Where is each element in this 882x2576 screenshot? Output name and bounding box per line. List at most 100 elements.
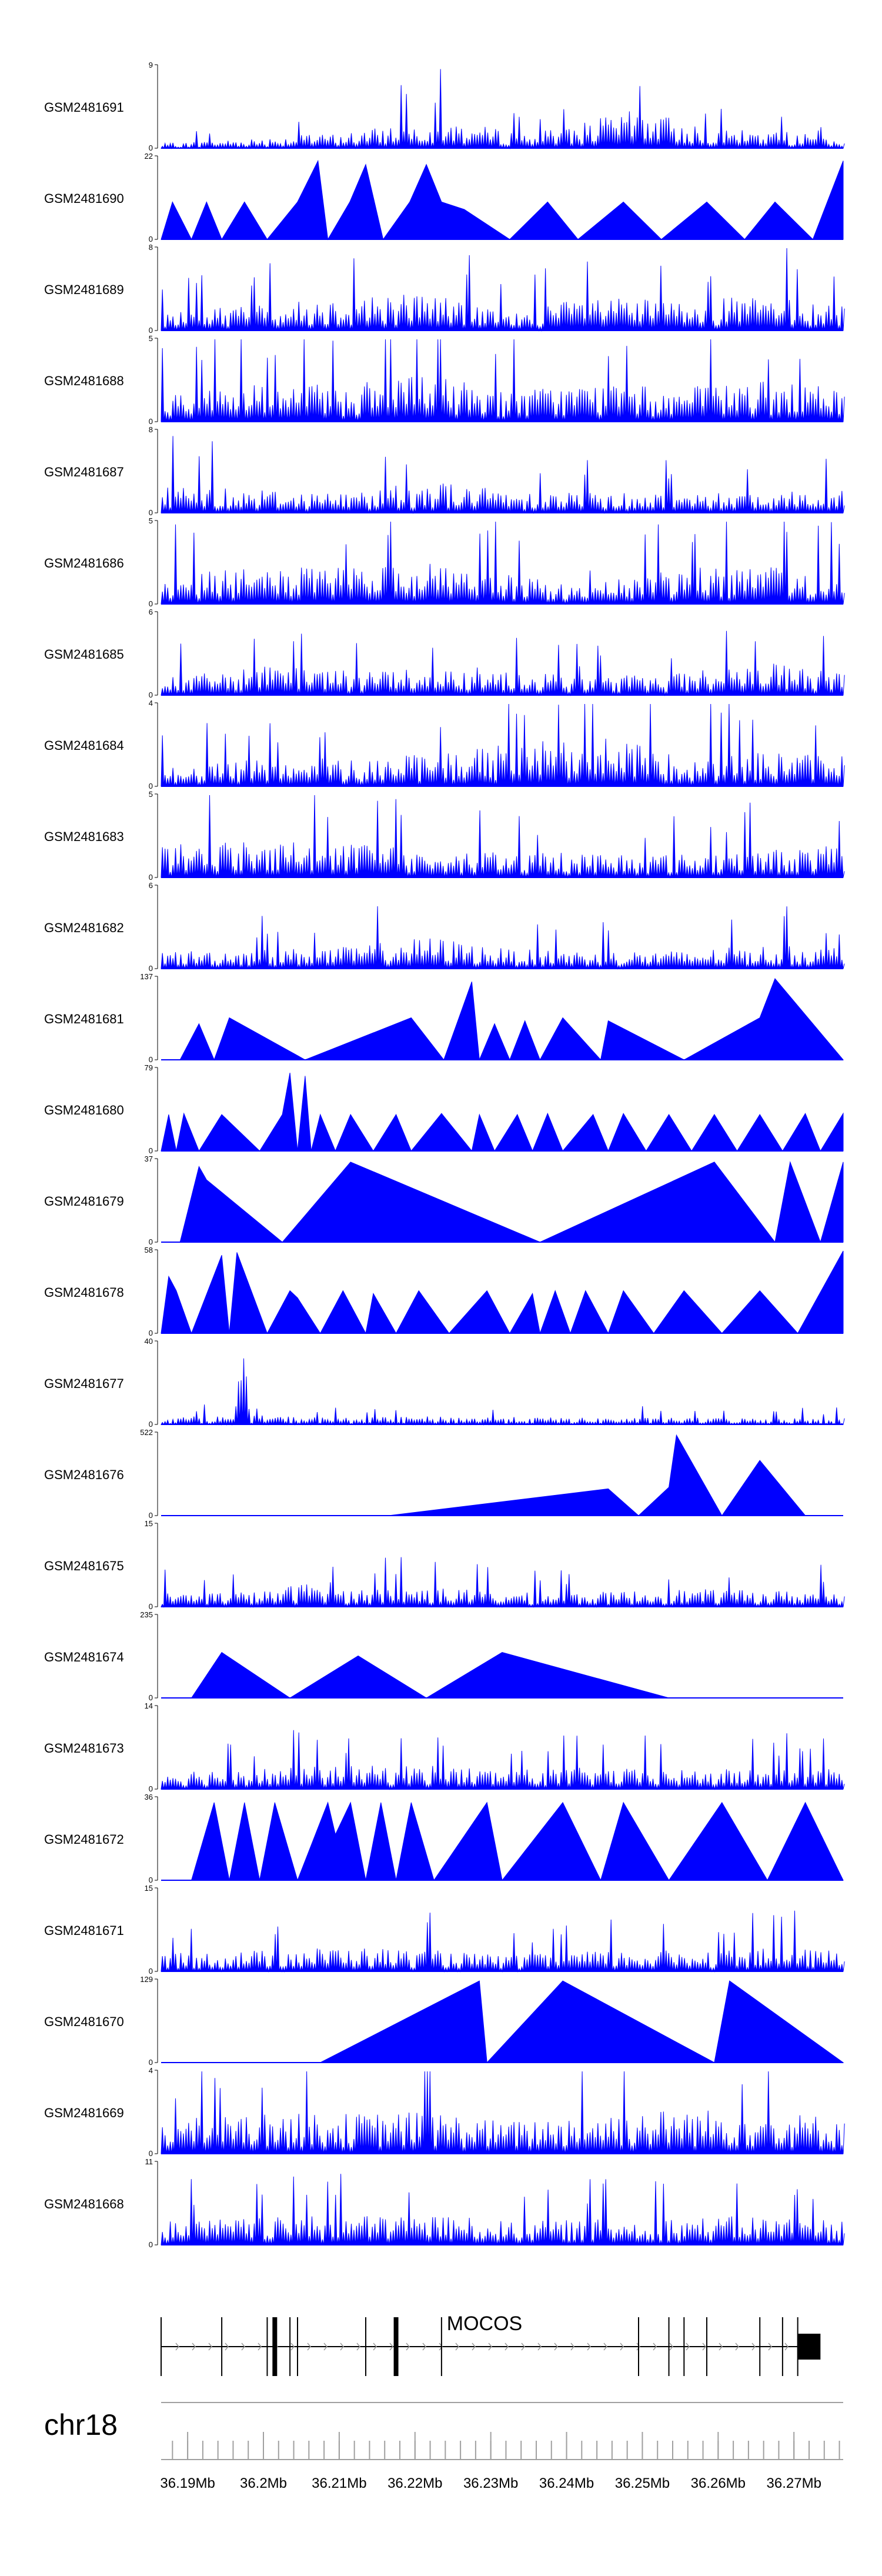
gene-model: [161, 2317, 821, 2376]
track-label: GSM2481677: [44, 1376, 124, 1391]
track-label: GSM2481687: [44, 465, 124, 479]
terminal-exon: [797, 2334, 821, 2360]
coverage-area: [161, 2071, 845, 2154]
strand-chevron: [488, 2343, 492, 2351]
strand-chevron: [751, 2343, 756, 2351]
y-tick-label-max: 11: [145, 2157, 153, 2166]
strand-chevron: [735, 2343, 739, 2351]
track-label: GSM2481689: [44, 282, 124, 297]
coverage-area: [161, 1160, 844, 1243]
coverage-area: [161, 339, 845, 422]
strand-chevron: [406, 2343, 410, 2351]
y-tick-label-max: 522: [140, 1428, 153, 1437]
strand-chevron: [636, 2343, 640, 2351]
coverage-area: [161, 69, 845, 149]
strand-chevron: [455, 2343, 459, 2351]
y-tick-label-max: 37: [145, 1154, 153, 1163]
y-tick-label-zero: 0: [149, 2240, 153, 2249]
exon: [440, 2317, 442, 2376]
track-label: GSM2481684: [44, 738, 124, 753]
coverage-area: [161, 1073, 844, 1152]
strand-chevron: [768, 2343, 772, 2351]
coverage-area: [161, 159, 844, 241]
track-GSM2481687: GSM2481687 8 0: [44, 425, 845, 517]
y-tick-label-zero: 0: [149, 1420, 153, 1429]
track-label: GSM2481676: [44, 1467, 124, 1482]
exon: [297, 2317, 298, 2376]
strand-chevron: [554, 2343, 558, 2351]
y-tick-label-max: 79: [145, 1063, 153, 1072]
y-tick-label-zero: 0: [149, 2149, 153, 2158]
track-label: GSM2481668: [44, 2197, 124, 2211]
y-tick-label-zero: 0: [149, 1146, 153, 1155]
y-tick-label-max: 5: [149, 516, 153, 525]
strand-chevron: [537, 2343, 542, 2351]
y-tick-label-zero: 0: [149, 2058, 153, 2067]
y-tick-label-max: 5: [149, 334, 153, 343]
y-tick-label-zero: 0: [149, 1967, 153, 1976]
track-label: GSM2481678: [44, 1285, 124, 1300]
y-tick-label-max: 9: [149, 61, 153, 69]
strand-chevron: [290, 2343, 295, 2351]
track-GSM2481677: GSM2481677 40 0: [44, 1337, 845, 1429]
track-GSM2481671: GSM2481671 15 0: [44, 1884, 845, 1976]
axis-tick-label: 36.2Mb: [240, 2475, 287, 2491]
track-GSM2481678: GSM2481678 58 0: [44, 1246, 844, 1337]
strand-chevron: [653, 2343, 657, 2351]
coverage-tracks: GSM248169190GSM2481690220GSM248168980GSM…: [44, 61, 845, 2249]
track-label: GSM2481680: [44, 1103, 124, 1117]
y-tick-label-zero: 0: [149, 1329, 153, 1337]
exon: [161, 2317, 162, 2376]
y-tick-label-zero: 0: [149, 599, 153, 608]
y-tick-label-max: 129: [140, 1975, 153, 1984]
strand-chevron: [587, 2343, 591, 2351]
track-label: GSM2481671: [44, 1923, 124, 1938]
strand-chevron: [175, 2343, 179, 2351]
y-tick-label-zero: 0: [149, 1237, 153, 1246]
track-GSM2481685: GSM2481685 6 0: [44, 608, 845, 699]
axis-tick-label: 36.19Mb: [160, 2475, 215, 2491]
track-GSM2481689: GSM2481689 8 0: [44, 243, 845, 335]
track-label: GSM2481681: [44, 1012, 124, 1026]
strand-chevron: [192, 2343, 196, 2351]
coverage-area: [161, 1434, 843, 1516]
track-label: GSM2481682: [44, 920, 124, 935]
track-label: GSM2481685: [44, 647, 124, 662]
track-GSM2481674: GSM2481674 235 0: [44, 1610, 843, 1702]
exon: [638, 2317, 639, 2376]
track-label: GSM2481688: [44, 373, 124, 388]
y-tick-label-max: 8: [149, 243, 153, 252]
strand-chevron: [323, 2343, 328, 2351]
track-GSM2481691: GSM2481691 9 0: [44, 61, 845, 152]
y-tick-label-max: 15: [145, 1519, 153, 1528]
track-GSM2481676: GSM2481676 522 0: [44, 1428, 843, 1520]
exon: [221, 2317, 223, 2376]
track-GSM2481679: GSM2481679 37 0: [44, 1154, 844, 1246]
track-GSM2481675: GSM2481675 15 0: [44, 1519, 845, 1611]
track-GSM2481682: GSM2481682 6 0: [44, 881, 845, 973]
strand-chevron: [570, 2343, 574, 2351]
axis-ticks: 36.19Mb 36.2Mb 36.21Mb 36.22Mb 36.23Mb 36.24M…: [160, 2432, 840, 2491]
strand-chevron: [686, 2343, 690, 2351]
y-tick-label-max: 14: [145, 1701, 153, 1710]
exon: [668, 2317, 670, 2376]
track-GSM2481681: GSM2481681 137 0: [44, 972, 844, 1064]
coverage-area: [161, 1250, 844, 1334]
coverage-area: [161, 703, 845, 787]
exon: [266, 2317, 268, 2376]
y-tick-label-zero: 0: [149, 508, 153, 517]
track-GSM2481690: GSM2481690 22 0: [44, 152, 844, 243]
track-label: GSM2481669: [44, 2105, 124, 2120]
y-tick-label-zero: 0: [149, 782, 153, 790]
track-GSM2481684: GSM2481684 4 0: [44, 699, 845, 790]
axis-tick-label: 36.21Mb: [312, 2475, 366, 2491]
y-tick-label-max: 22: [145, 152, 153, 161]
coverage-area: [161, 1801, 844, 1881]
axis-tick-label: 36.22Mb: [387, 2475, 442, 2491]
axis-tick-label: 36.24Mb: [539, 2475, 594, 2491]
y-tick-label-zero: 0: [149, 873, 153, 882]
strand-chevron: [472, 2343, 476, 2351]
strand-chevron: [439, 2343, 443, 2351]
y-tick-label-max: 58: [145, 1246, 153, 1254]
exon: [365, 2317, 366, 2376]
